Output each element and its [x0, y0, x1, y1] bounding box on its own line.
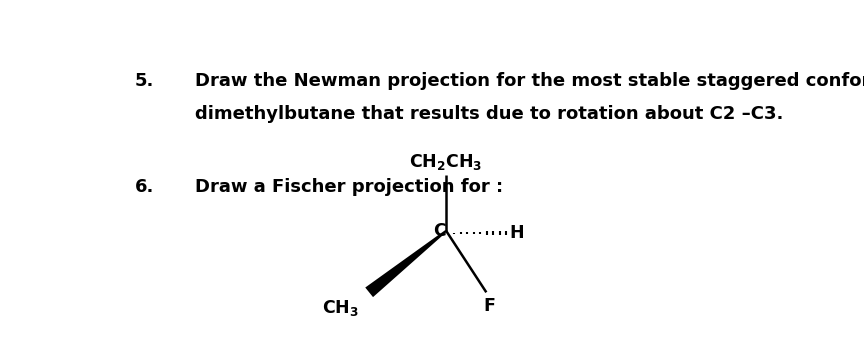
- Text: H: H: [510, 224, 524, 242]
- Text: C: C: [434, 222, 446, 240]
- Text: 5.: 5.: [135, 72, 154, 90]
- Text: Draw the Newman projection for the most stable staggered conformation of 2,3: Draw the Newman projection for the most …: [195, 72, 864, 90]
- Text: $\mathbf{CH_2CH_3}$: $\mathbf{CH_2CH_3}$: [410, 152, 483, 172]
- Text: 6.: 6.: [135, 178, 154, 196]
- Text: $\mathbf{CH_3}$: $\mathbf{CH_3}$: [322, 298, 359, 318]
- Text: dimethylbutane that results due to rotation about C2 –C3.: dimethylbutane that results due to rotat…: [195, 105, 784, 123]
- Polygon shape: [365, 230, 447, 297]
- Text: Draw a Fischer projection for :: Draw a Fischer projection for :: [195, 178, 503, 196]
- Text: F: F: [483, 297, 495, 314]
